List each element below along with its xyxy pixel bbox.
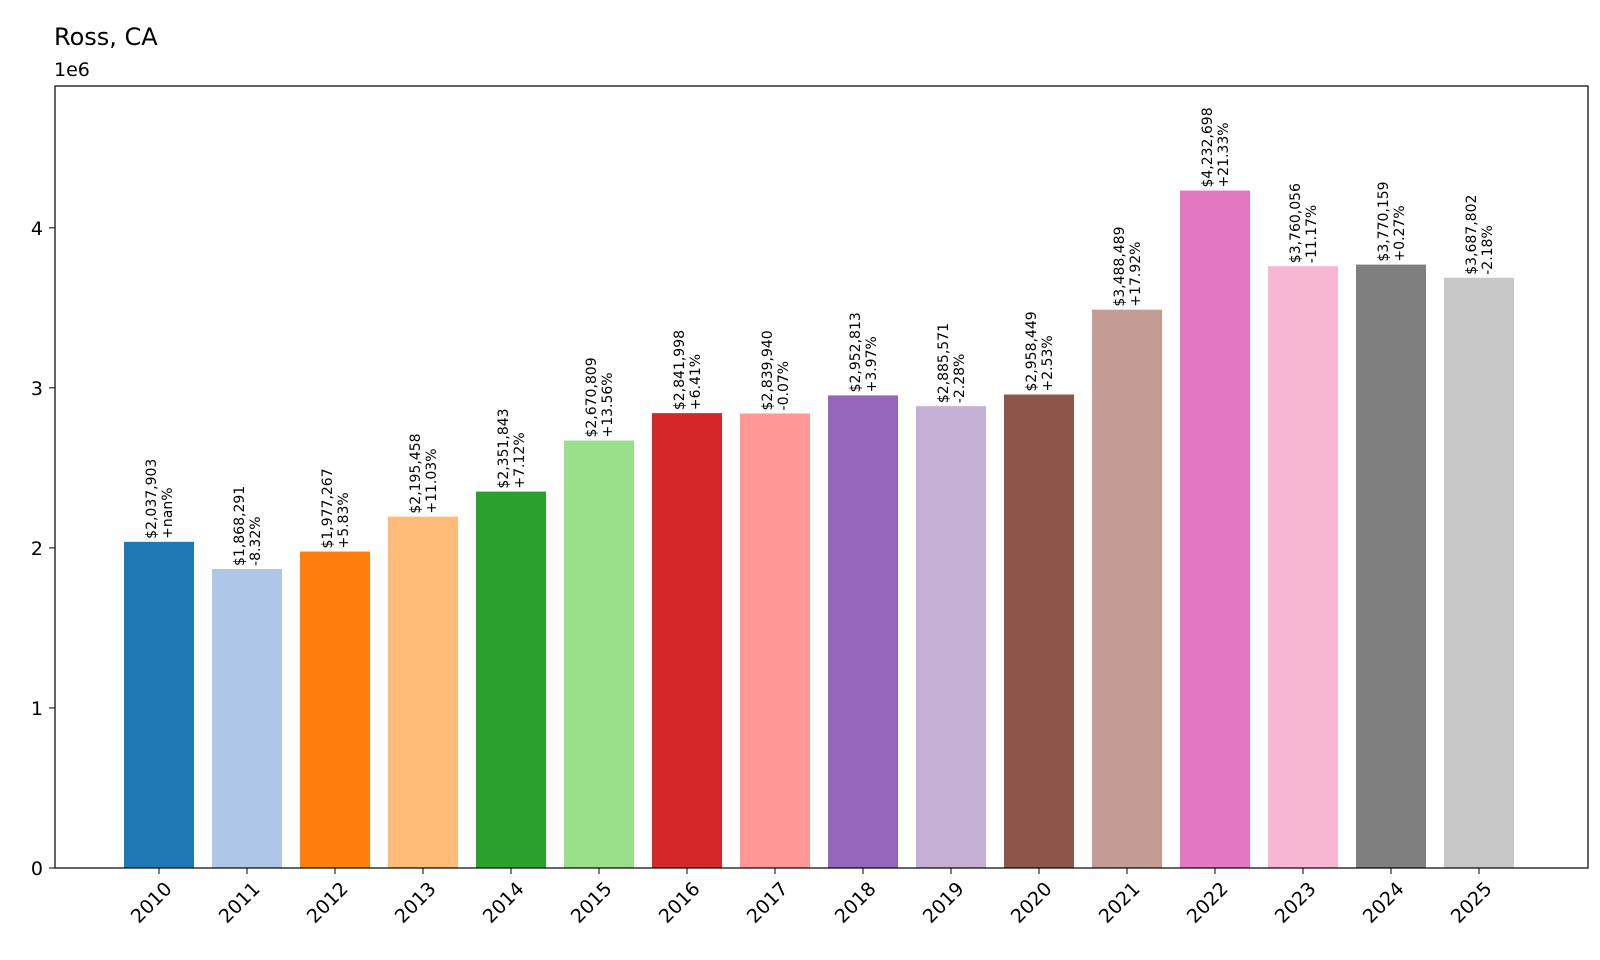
value-label-2017: $2,839,940 [760, 330, 776, 410]
value-labels-group: $2,037,903 +nan% $1,868,291 -8.32% $1,977,26… [144, 107, 1496, 566]
x-tick-label-2023: 2023 [1271, 878, 1321, 928]
x-tick-label-2011: 2011 [215, 878, 265, 928]
change-label-2012: +5.83% [336, 492, 352, 548]
plot-frame [54, 85, 1589, 869]
value-label-2020: $2,958,449 [1024, 311, 1040, 391]
bar-2014 [476, 491, 546, 868]
value-label-2025: $3,687,802 [1464, 195, 1480, 275]
change-label-2020: +2.53% [1040, 335, 1056, 391]
value-label-2023: $3,760,056 [1288, 183, 1304, 263]
x-axis: 2010 2011 2012 2013 2014 2015 2016 2017 2018 2019… [127, 868, 1497, 928]
bar-2020 [1004, 394, 1074, 868]
change-label-2022: +21.33% [1216, 122, 1232, 187]
y-tick-label-4: 4 [31, 218, 43, 240]
change-label-2011: -8.32% [248, 516, 264, 566]
x-tick-label-2016: 2016 [655, 878, 705, 928]
x-tick-label-2021: 2021 [1095, 878, 1145, 928]
value-label-2016: $2,841,998 [672, 330, 688, 410]
bar-2013 [388, 516, 458, 868]
change-label-2019: -2.28% [952, 354, 968, 404]
y-tick-label-2: 2 [31, 538, 43, 560]
x-tick-label-2010: 2010 [127, 878, 177, 928]
value-label-2021: $3,488,489 [1112, 226, 1128, 306]
x-tick-label-2020: 2020 [1007, 878, 1057, 928]
y-axis: 0 1 2 3 4 [31, 218, 55, 880]
bar-2019 [916, 406, 986, 868]
x-tick-label-2019: 2019 [919, 878, 969, 928]
value-label-2024: $3,770,159 [1376, 181, 1392, 261]
value-label-2014: $2,351,843 [496, 408, 512, 488]
bar-2016 [652, 413, 722, 868]
bar-2021 [1092, 309, 1162, 868]
x-tick-label-2017: 2017 [743, 878, 793, 928]
value-label-2018: $2,952,813 [848, 312, 864, 392]
value-label-2015: $2,670,809 [584, 357, 600, 437]
change-label-2014: +7.12% [512, 432, 528, 488]
x-tick-label-2015: 2015 [567, 878, 617, 928]
change-label-2013: +11.03% [424, 448, 440, 513]
bar-2010 [124, 541, 194, 868]
value-label-2013: $2,195,458 [408, 433, 424, 513]
change-label-2010: +nan% [160, 487, 176, 538]
y-axis-offset-label: 1e6 [54, 59, 90, 81]
value-label-2019: $2,885,571 [936, 323, 952, 403]
change-label-2025: -2.18% [1480, 225, 1496, 275]
change-label-2017: -0.07% [776, 361, 792, 411]
value-label-2012: $1,977,267 [320, 468, 336, 548]
value-label-2011: $1,868,291 [232, 486, 248, 566]
y-tick-label-3: 3 [31, 378, 43, 400]
change-label-2021: +17.92% [1128, 242, 1144, 307]
value-label-2022: $4,232,698 [1200, 107, 1216, 187]
change-label-2023: -11.17% [1304, 205, 1320, 263]
x-tick-label-2022: 2022 [1183, 878, 1233, 928]
bar-2024 [1356, 264, 1426, 868]
x-tick-label-2012: 2012 [303, 878, 353, 928]
bar-2011 [212, 568, 282, 868]
x-tick-label-2018: 2018 [831, 878, 881, 928]
bars-group [124, 190, 1514, 869]
x-tick-label-2024: 2024 [1359, 878, 1409, 928]
chart-title: Ross, CA [54, 23, 158, 51]
bar-2017 [740, 413, 810, 868]
change-label-2015: +13.56% [600, 372, 616, 437]
x-tick-label-2013: 2013 [391, 878, 441, 928]
change-label-2024: +0.27% [1392, 205, 1408, 261]
bar-2012 [300, 551, 370, 868]
x-tick-label-2014: 2014 [479, 878, 529, 928]
bar-2023 [1268, 266, 1338, 868]
value-label-2010: $2,037,903 [144, 459, 160, 539]
change-label-2018: +3.97% [864, 336, 880, 392]
x-tick-label-2025: 2025 [1447, 878, 1497, 928]
bar-2018 [828, 395, 898, 868]
y-tick-label-1: 1 [31, 698, 43, 720]
y-tick-label-0: 0 [31, 858, 43, 880]
bar-2022 [1180, 190, 1250, 868]
bar-2025 [1444, 277, 1514, 869]
bar-2015 [564, 440, 634, 868]
change-label-2016: +6.41% [688, 354, 704, 410]
